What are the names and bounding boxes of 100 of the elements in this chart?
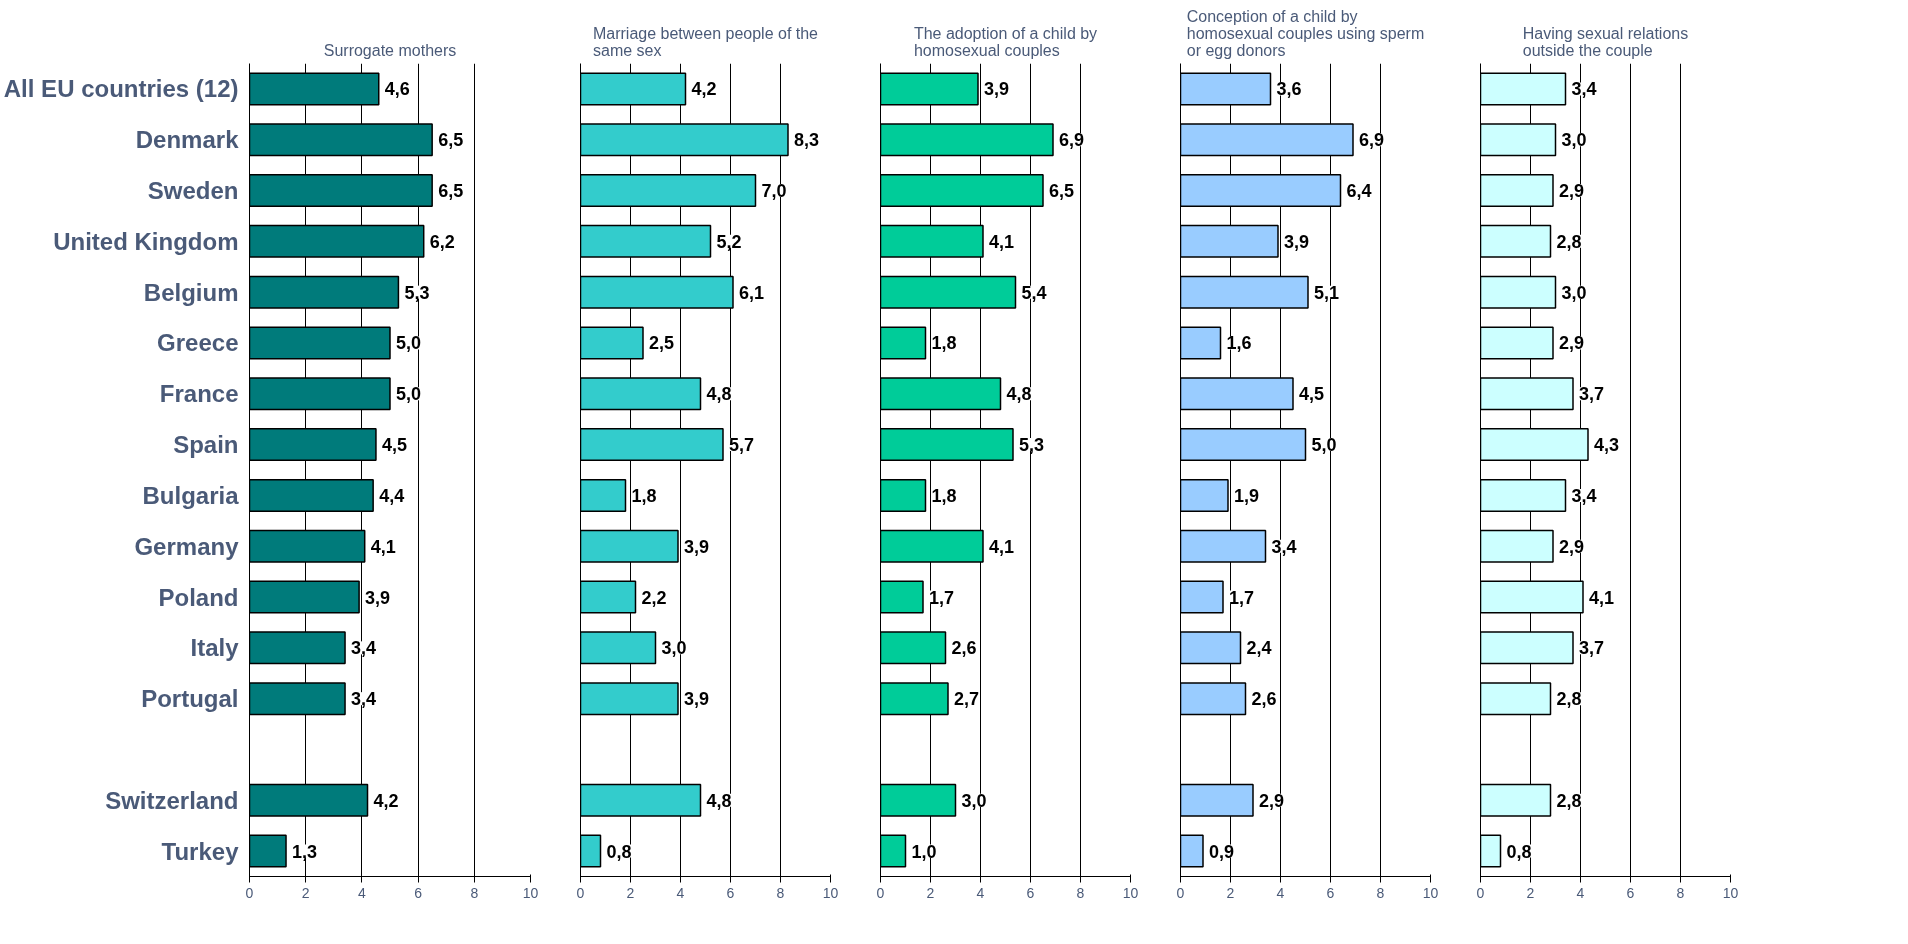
data-label: 3,7	[1579, 638, 1605, 659]
data-label: 2,8	[1556, 231, 1582, 252]
data-label: 2,8	[1556, 689, 1582, 710]
x-tick-label: 2	[1226, 884, 1235, 901]
data-label: 4,2	[373, 790, 399, 811]
data-label: 6,1	[739, 282, 765, 303]
x-tick-label: 2	[301, 884, 310, 901]
data-label: 4,8	[706, 384, 732, 405]
data-label: 6,9	[1059, 130, 1085, 151]
data-label: 1,7	[929, 587, 955, 608]
x-tick-label: 4	[1276, 884, 1285, 901]
data-label: 3,4	[1571, 485, 1597, 506]
y-tick-label: France	[159, 380, 239, 408]
x-tick-label: 2	[926, 884, 935, 901]
x-tick-label: 0	[876, 884, 885, 901]
data-label: 3,0	[1561, 282, 1587, 303]
data-label: 1,6	[1226, 333, 1252, 354]
data-label: 2,4	[1246, 638, 1272, 659]
data-label: 3,7	[1579, 384, 1605, 405]
chart-title: Marriage between people of the same sex	[592, 24, 819, 59]
chart-title: The adoption of a child by homosexual couples	[913, 24, 1098, 59]
data-label: 4,5	[381, 435, 407, 456]
x-tick-label: 10	[822, 884, 839, 901]
data-label: 6,4	[1346, 181, 1372, 202]
x-tick-label: 10	[522, 884, 539, 901]
data-label: 4,8	[1006, 384, 1032, 405]
data-label: 3,0	[1561, 130, 1587, 151]
x-tick-label: 6	[1026, 884, 1035, 901]
data-label: 2,6	[951, 638, 977, 659]
data-label: 3,4	[1571, 79, 1597, 100]
x-tick-label: 8	[1376, 884, 1385, 901]
data-label: 6,2	[429, 231, 455, 252]
data-label: 3,0	[661, 638, 687, 659]
x-tick-label: 10	[1422, 884, 1439, 901]
data-label: 5,0	[396, 333, 422, 354]
data-label: 3,0	[961, 790, 987, 811]
y-tick-label: Spain	[173, 431, 239, 459]
x-tick-label: 4	[1576, 884, 1585, 901]
data-label: 1,9	[1234, 485, 1260, 506]
x-tick-label: 10	[1722, 884, 1739, 901]
data-label: 0,8	[1506, 841, 1532, 862]
data-label: 3,4	[351, 689, 377, 710]
y-tick-label: Turkey	[161, 837, 240, 865]
x-tick-label: 2	[1526, 884, 1535, 901]
chart-title: Having sexual relations outside the couple	[1522, 24, 1689, 59]
x-tick-label: 6	[726, 884, 735, 901]
data-label: 1,3	[292, 841, 318, 862]
data-label: 8,3	[794, 130, 820, 151]
y-tick-label: Greece	[157, 329, 239, 357]
data-label: 7,0	[761, 181, 787, 202]
x-tick-label: 0	[576, 884, 585, 901]
y-tick-label: Bulgaria	[142, 481, 240, 509]
x-tick-label: 8	[470, 884, 479, 901]
data-label: 4,3	[1594, 435, 1620, 456]
x-tick-label: 0	[245, 884, 254, 901]
x-tick-label: 8	[1076, 884, 1085, 901]
data-label: 5,3	[404, 282, 430, 303]
data-label: 2,9	[1559, 333, 1585, 354]
data-label: 3,9	[684, 536, 710, 557]
data-label: 5,0	[396, 384, 422, 405]
data-label: 1,8	[931, 333, 957, 354]
data-label: 5,2	[716, 231, 742, 252]
x-tick-label: 0	[1476, 884, 1485, 901]
y-tick-label: Sweden	[147, 177, 239, 205]
x-tick-label: 4	[676, 884, 685, 901]
y-tick-label: All EU countries (12)	[3, 75, 239, 103]
x-tick-label: 8	[776, 884, 785, 901]
data-label: 4,8	[706, 790, 732, 811]
data-label: 5,0	[1311, 435, 1337, 456]
x-tick-label: 8	[1676, 884, 1685, 901]
data-label: 2,9	[1559, 536, 1585, 557]
data-label: 1,0	[911, 841, 937, 862]
data-label: 1,8	[931, 485, 957, 506]
data-label: 2,7	[954, 689, 980, 710]
data-label: 5,3	[1019, 435, 1045, 456]
data-label: 3,9	[1284, 231, 1310, 252]
y-tick-label: Switzerland	[105, 786, 239, 814]
x-tick-label: 6	[1326, 884, 1335, 901]
x-tick-label: 2	[626, 884, 635, 901]
data-label: 3,4	[351, 638, 377, 659]
data-label: 3,9	[984, 79, 1010, 100]
y-tick-label: Belgium	[143, 278, 239, 306]
data-label: 1,7	[1229, 587, 1255, 608]
data-label: 5,1	[1314, 282, 1340, 303]
x-tick-label: 6	[1626, 884, 1635, 901]
x-tick-label: 6	[414, 884, 423, 901]
data-label: 1,8	[631, 485, 657, 506]
data-label: 5,4	[1021, 282, 1047, 303]
data-label: 2,2	[641, 587, 667, 608]
data-label: 2,5	[649, 333, 675, 354]
data-label: 2,6	[1251, 689, 1277, 710]
data-label: 3,9	[365, 587, 391, 608]
data-label: 3,4	[1271, 536, 1297, 557]
data-label: 4,1	[989, 536, 1015, 557]
data-label: 3,6	[1276, 79, 1302, 100]
data-label: 4,2	[691, 79, 717, 100]
data-label: 6,9	[1359, 130, 1385, 151]
data-label: 2,9	[1559, 181, 1585, 202]
chart-title: Conception of a child by homosexual couples using sperm or egg donors	[1186, 7, 1425, 59]
data-label: 3,9	[684, 689, 710, 710]
